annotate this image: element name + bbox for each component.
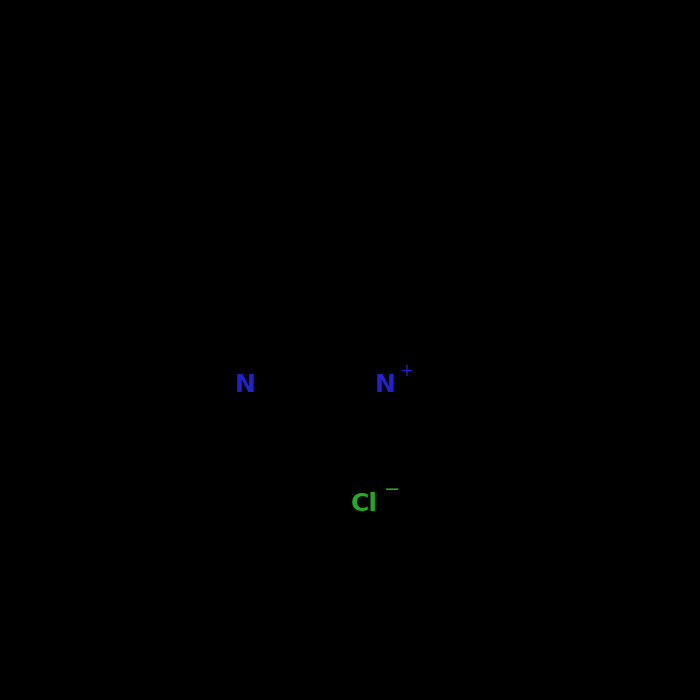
Text: −: −: [384, 480, 400, 500]
Text: N: N: [234, 373, 255, 397]
Text: N: N: [374, 373, 395, 397]
Text: Cl: Cl: [351, 492, 377, 516]
Text: +: +: [399, 362, 413, 380]
